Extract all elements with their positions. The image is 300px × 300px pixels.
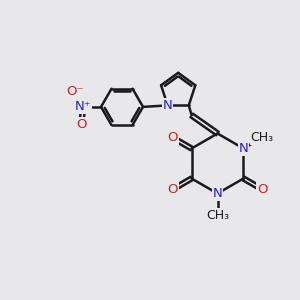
Text: CH₃: CH₃: [250, 131, 274, 144]
Text: O: O: [257, 183, 267, 196]
Text: N⁺: N⁺: [75, 100, 91, 113]
Text: CH₃: CH₃: [206, 208, 229, 222]
Text: O: O: [168, 131, 178, 144]
Text: N: N: [163, 99, 172, 112]
Text: O: O: [76, 118, 87, 131]
Text: N: N: [213, 187, 222, 200]
Text: O⁻: O⁻: [66, 85, 83, 98]
Text: O: O: [168, 183, 178, 196]
Text: N: N: [238, 142, 248, 155]
